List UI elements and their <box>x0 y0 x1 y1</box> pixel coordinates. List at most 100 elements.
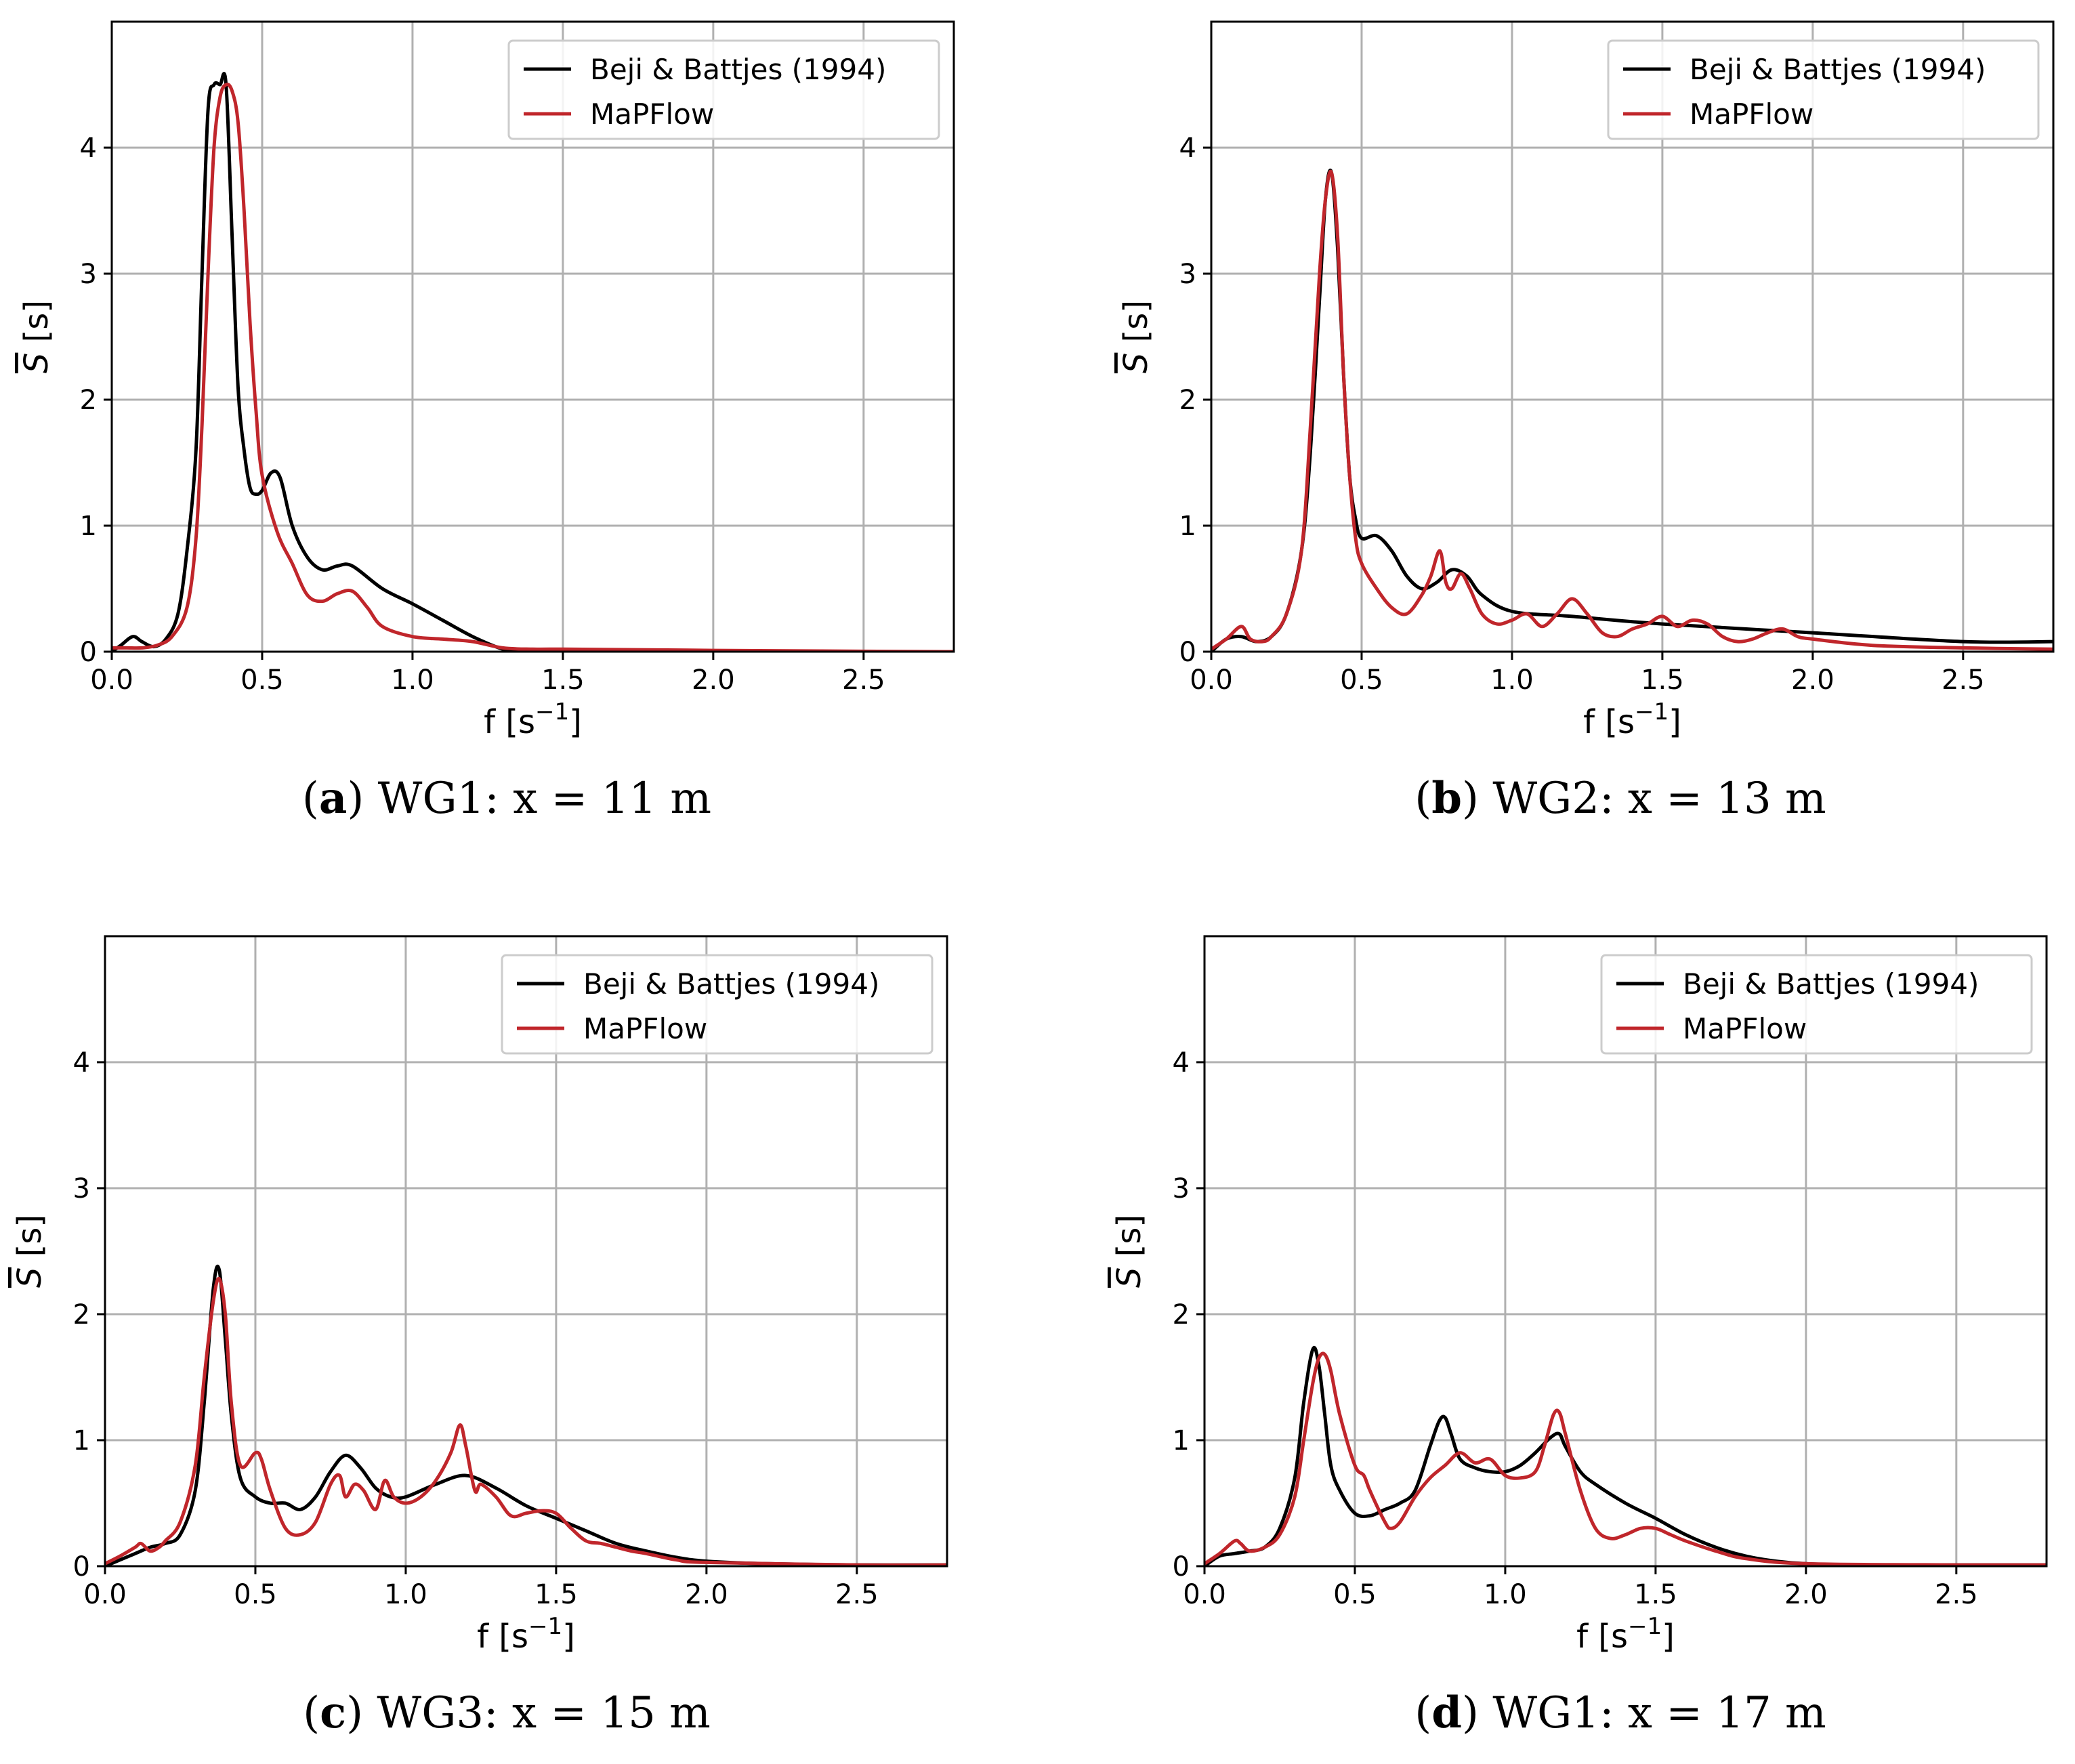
caption-open-paren: ( <box>1414 774 1431 824</box>
plot-frame <box>1210 20 2055 653</box>
caption-text: WG3: x = 15 m <box>363 1688 711 1738</box>
y-tick-label: 1 <box>80 511 97 542</box>
x-axis-label-main: f [s <box>477 1618 528 1656</box>
x-axis-label-main: f [s <box>1576 1618 1628 1656</box>
y-tick-label: 0 <box>1173 1551 1190 1582</box>
x-tick-label: 1.0 <box>1484 1579 1527 1610</box>
x-tick-label: 2.5 <box>1935 1579 1978 1610</box>
reference-series-line <box>1204 1345 2047 1566</box>
x-axis-label-close: ] <box>569 703 582 741</box>
x-axis-label: f [s−1] <box>1576 1613 1675 1656</box>
caption-text: WG2: x = 13 m <box>1479 774 1826 824</box>
legend-label-mapflow: MaPFlow <box>1683 1012 1807 1045</box>
y-axis-label: S [s] <box>1117 300 1155 373</box>
y-tick-label: 4 <box>1179 133 1196 164</box>
plot-frame <box>1203 935 2048 1568</box>
x-axis-label: f [s−1] <box>1583 698 1681 741</box>
x-axis-label-close: ] <box>562 1618 575 1656</box>
x-tick-label: 0.0 <box>90 665 133 696</box>
chart-panel-b: 0.0 0.5 1.0 1.5 2.0 2.5 0 1 2 3 4 f [s−1] S [s] Beji … <box>1117 20 2055 824</box>
x-tick-label: 2.5 <box>1942 665 1985 696</box>
y-tick-label: 3 <box>80 259 97 290</box>
y-tick-label: 3 <box>1179 259 1196 290</box>
mapflow-series-line <box>112 83 954 652</box>
y-axis-label-symbol: S <box>18 353 56 373</box>
x-tick-label: 2.0 <box>685 1579 728 1610</box>
caption-close-paren: ) <box>347 774 364 824</box>
legend-label-reference: Beji & Battjes (1994) <box>583 967 879 1001</box>
y-tick-label: 2 <box>80 385 97 416</box>
y-tick-label: 4 <box>73 1047 90 1078</box>
caption-open-paren: ( <box>1414 1688 1431 1738</box>
y-tick-label: 2 <box>1179 385 1196 416</box>
legend-box <box>1600 954 2033 1055</box>
y-axis-label: S [s] <box>1110 1215 1148 1288</box>
plot-frame <box>104 935 948 1568</box>
y-axis-label-unit: [s] <box>1110 1215 1148 1267</box>
x-tick-label: 1.5 <box>1634 1579 1677 1610</box>
chart-panel-d: 0.0 0.5 1.0 1.5 2.0 2.5 0 1 2 3 4 f [s−1] S [s] Beji … <box>1110 935 2048 1738</box>
reference-series-line <box>112 71 954 652</box>
x-tick-label: 2.5 <box>842 665 885 696</box>
x-tick-label: 2.0 <box>692 665 735 696</box>
caption-text: WG1: x = 11 m <box>364 774 711 824</box>
y-axis-label-unit: [s] <box>18 300 56 353</box>
caption-open-paren: ( <box>302 774 319 824</box>
x-tick-label: 2.0 <box>1784 1579 1828 1610</box>
caption-open-paren: ( <box>303 1688 320 1738</box>
y-tick-label: 4 <box>80 133 97 164</box>
y-axis-label-symbol: S <box>1117 353 1155 373</box>
chart-panel-a: 0.0 0.5 1.0 1.5 2.0 2.5 0 1 2 3 4 f [s−1] S [s] Beji … <box>18 20 955 824</box>
caption-text: WG1: x = 17 m <box>1479 1688 1826 1738</box>
mapflow-series-line <box>105 1276 947 1566</box>
x-tick-label: 1.0 <box>391 665 434 696</box>
x-tick-label: 0.5 <box>234 1579 277 1610</box>
legend-label-mapflow: MaPFlow <box>583 1012 707 1045</box>
x-axis-label-exponent: −1 <box>535 698 569 726</box>
x-tick-label: 1.5 <box>1641 665 1684 696</box>
legend-label-reference: Beji & Battjes (1994) <box>590 53 886 86</box>
y-tick-label: 0 <box>80 637 97 668</box>
caption-close-paren: ) <box>1462 1688 1479 1738</box>
reference-series-line <box>105 1264 947 1566</box>
y-tick-label: 2 <box>1173 1299 1190 1330</box>
chart-panel-c: 0.0 0.5 1.0 1.5 2.0 2.5 0 1 2 3 4 f [s−1] S [s] Beji … <box>11 935 948 1738</box>
y-tick-label: 0 <box>73 1551 90 1582</box>
x-tick-label: 0.0 <box>1190 665 1233 696</box>
x-tick-label: 1.0 <box>1490 665 1534 696</box>
x-tick-label: 0.5 <box>1340 665 1383 696</box>
legend: Beji & Battjes (1994) MaPFlow <box>1600 954 2033 1055</box>
panel-caption: (a) WG1: x = 11 m <box>302 773 711 824</box>
legend-label-reference: Beji & Battjes (1994) <box>1683 967 1979 1001</box>
y-axis-label: S [s] <box>11 1215 49 1288</box>
legend-label-reference: Beji & Battjes (1994) <box>1690 53 1986 86</box>
legend: Beji & Battjes (1994) MaPFlow <box>501 954 934 1055</box>
x-axis-label: f [s−1] <box>477 1613 575 1656</box>
legend: Beji & Battjes (1994) MaPFlow <box>507 39 940 140</box>
caption-letter: c <box>320 1687 346 1738</box>
y-tick-label: 1 <box>1179 511 1196 542</box>
x-tick-label: 1.0 <box>384 1579 427 1610</box>
x-axis-label-exponent: −1 <box>1628 1613 1662 1640</box>
caption-close-paren: ) <box>346 1688 363 1738</box>
legend-box <box>1607 39 2040 140</box>
x-tick-label: 1.5 <box>535 1579 578 1610</box>
x-axis-label: f [s−1] <box>484 698 582 741</box>
panel-caption: (d) WG1: x = 17 m <box>1414 1687 1826 1738</box>
y-axis-label: S [s] <box>18 300 56 373</box>
x-axis-label-main: f [s <box>484 703 535 741</box>
x-tick-label: 2.5 <box>835 1579 879 1610</box>
x-tick-label: 0.5 <box>240 665 284 696</box>
y-tick-label: 1 <box>73 1425 90 1456</box>
x-tick-label: 0.0 <box>83 1579 127 1610</box>
legend-box <box>507 39 940 140</box>
x-axis-label-main: f [s <box>1583 703 1635 741</box>
y-tick-label: 3 <box>1173 1173 1190 1204</box>
y-axis-label-unit: [s] <box>1117 300 1155 353</box>
x-tick-label: 1.5 <box>541 665 585 696</box>
x-axis-label-exponent: −1 <box>1635 698 1669 726</box>
x-axis-label-close: ] <box>1669 703 1681 741</box>
legend-label-mapflow: MaPFlow <box>590 98 714 131</box>
caption-letter: d <box>1431 1687 1462 1738</box>
